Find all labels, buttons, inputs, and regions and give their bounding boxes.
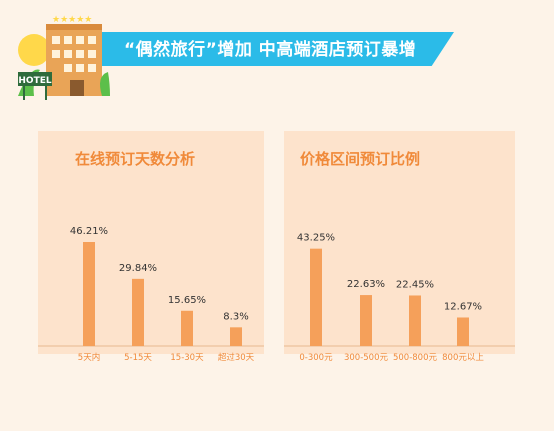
category-label-days-2: 15-30天 <box>170 353 204 363</box>
category-label-days-1: 5-15天 <box>124 353 152 363</box>
value-label-days-0: 46.21% <box>70 226 108 237</box>
category-label-price-0: 0-300元 <box>299 353 333 363</box>
category-label-price-2: 500-800元 <box>393 353 438 363</box>
bar-price-3 <box>457 317 469 346</box>
bar-price-1 <box>360 295 372 346</box>
chart-panel-price <box>284 131 515 354</box>
svg-text:★★★★★: ★★★★★ <box>52 15 92 25</box>
category-label-days-3: 超过30天 <box>218 352 255 363</box>
chart-title-days: 在线预订天数分析 <box>75 150 196 168</box>
category-label-price-1: 300-500元 <box>344 353 389 363</box>
value-label-price-3: 12.67% <box>444 301 482 312</box>
bar-days-3 <box>230 327 242 346</box>
value-label-price-0: 43.25% <box>297 233 335 244</box>
hotel-sign-text: HOTEL <box>18 76 51 86</box>
bar-days-2 <box>181 310 193 346</box>
category-label-price-3: 800元以上 <box>442 353 484 363</box>
bar-price-2 <box>409 295 421 346</box>
bar-days-1 <box>132 278 144 346</box>
value-label-days-1: 29.84% <box>119 263 157 274</box>
page-title: “偶然旅行”增加 中高端酒店预订暴增 <box>124 40 417 60</box>
value-label-days-2: 15.65% <box>168 295 206 306</box>
value-label-price-2: 22.45% <box>396 279 434 290</box>
value-label-price-1: 22.63% <box>347 279 385 290</box>
category-label-days-0: 5天内 <box>78 352 100 363</box>
value-label-days-3: 8.3% <box>223 311 248 322</box>
bar-price-0 <box>310 248 322 346</box>
bar-days-0 <box>83 242 95 346</box>
chart-panel-days <box>38 131 264 354</box>
title-banner <box>82 32 454 66</box>
chart-title-price: 价格区间预订比例 <box>300 150 421 168</box>
hotel-icon: ★★★★★ HOTEL <box>18 15 110 100</box>
